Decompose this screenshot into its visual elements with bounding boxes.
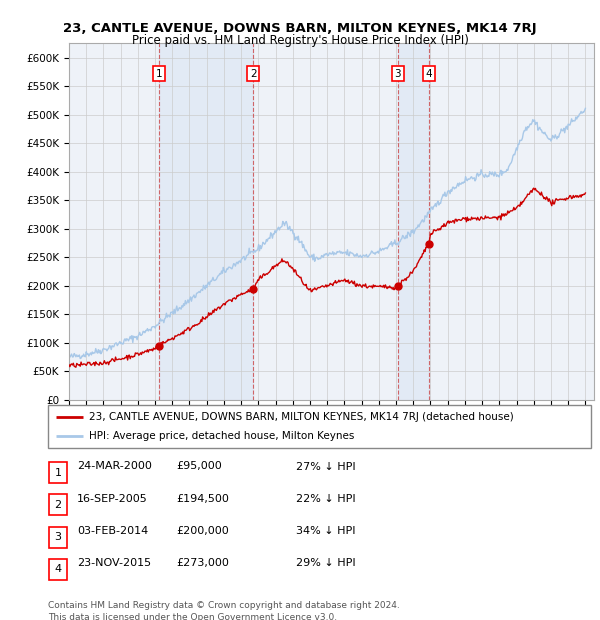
Text: 03-FEB-2014: 03-FEB-2014 <box>77 526 148 536</box>
Text: 23, CANTLE AVENUE, DOWNS BARN, MILTON KEYNES, MK14 7RJ (detached house): 23, CANTLE AVENUE, DOWNS BARN, MILTON KE… <box>89 412 514 422</box>
Text: 23-NOV-2015: 23-NOV-2015 <box>77 558 151 568</box>
Text: 34% ↓ HPI: 34% ↓ HPI <box>296 526 355 536</box>
Text: 22% ↓ HPI: 22% ↓ HPI <box>296 494 355 503</box>
Text: This data is licensed under the Open Government Licence v3.0.: This data is licensed under the Open Gov… <box>48 613 337 620</box>
Text: 1: 1 <box>156 69 163 79</box>
Text: 29% ↓ HPI: 29% ↓ HPI <box>296 558 355 568</box>
Text: 27% ↓ HPI: 27% ↓ HPI <box>296 461 355 471</box>
Text: 2: 2 <box>55 500 61 510</box>
Text: Contains HM Land Registry data © Crown copyright and database right 2024.: Contains HM Land Registry data © Crown c… <box>48 601 400 611</box>
Bar <box>159 43 253 400</box>
Bar <box>398 43 429 400</box>
Text: 4: 4 <box>55 564 61 574</box>
Text: 1: 1 <box>55 467 61 477</box>
Text: £95,000: £95,000 <box>176 461 221 471</box>
Text: HPI: Average price, detached house, Milton Keynes: HPI: Average price, detached house, Milt… <box>89 432 354 441</box>
Text: Price paid vs. HM Land Registry's House Price Index (HPI): Price paid vs. HM Land Registry's House … <box>131 34 469 47</box>
Text: 23, CANTLE AVENUE, DOWNS BARN, MILTON KEYNES, MK14 7RJ: 23, CANTLE AVENUE, DOWNS BARN, MILTON KE… <box>63 22 537 35</box>
Text: 2: 2 <box>250 69 257 79</box>
Text: £273,000: £273,000 <box>176 558 229 568</box>
Text: 24-MAR-2000: 24-MAR-2000 <box>77 461 152 471</box>
Text: £194,500: £194,500 <box>176 494 229 503</box>
Text: 3: 3 <box>394 69 401 79</box>
Text: 3: 3 <box>55 532 61 542</box>
Text: 4: 4 <box>425 69 432 79</box>
Text: 16-SEP-2005: 16-SEP-2005 <box>77 494 148 503</box>
Text: £200,000: £200,000 <box>176 526 229 536</box>
